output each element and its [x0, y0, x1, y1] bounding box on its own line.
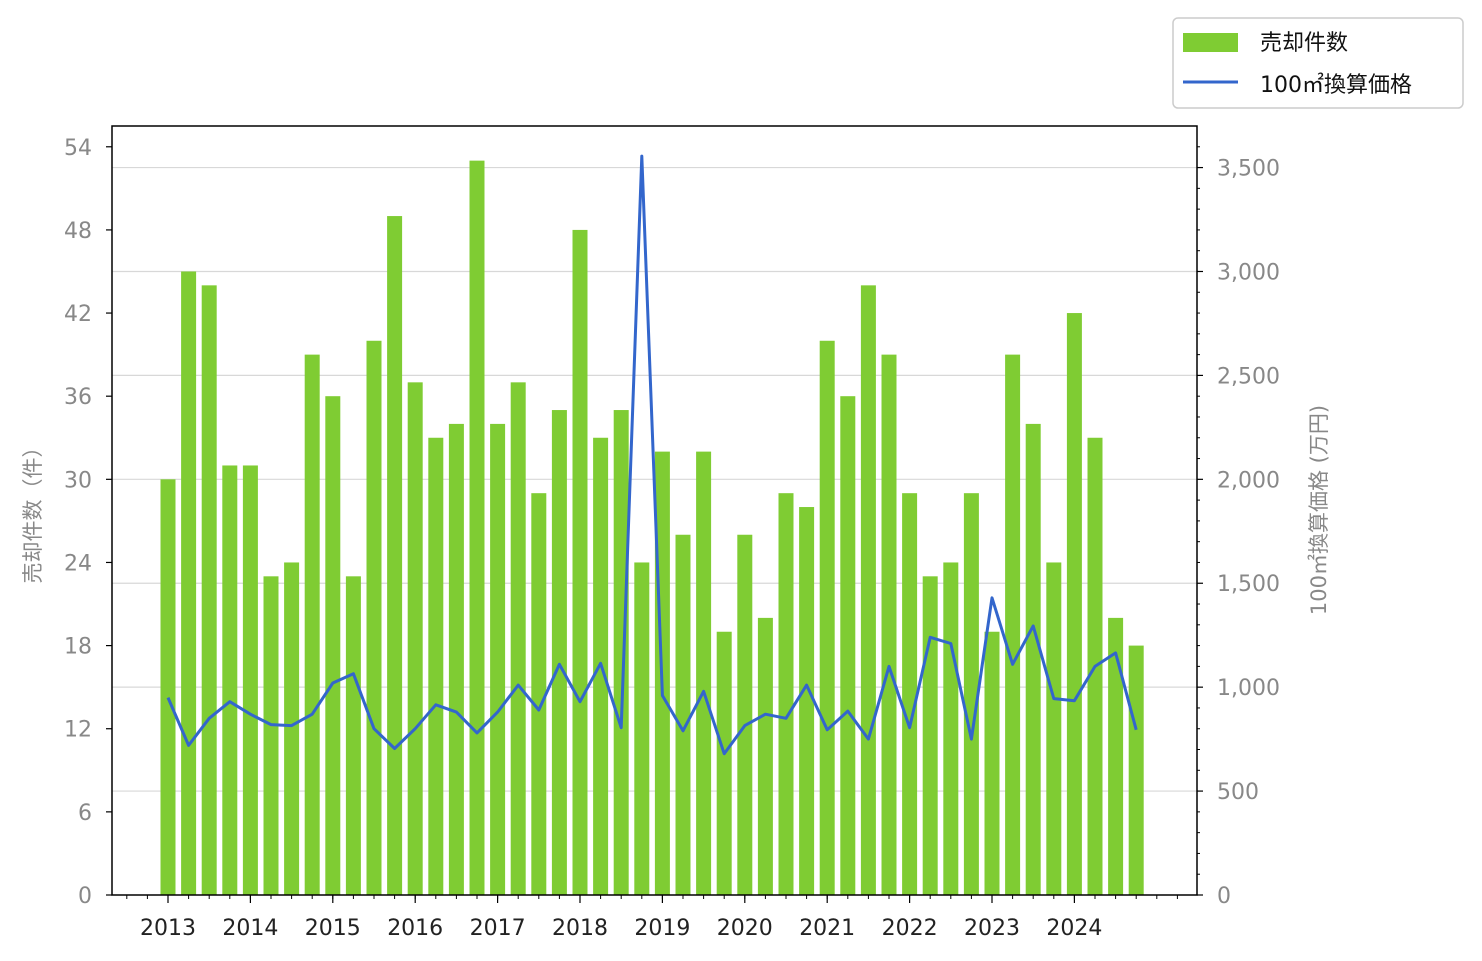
left-tick-label: 6 — [78, 801, 92, 826]
bar — [469, 160, 485, 895]
x-tick-label: 2018 — [552, 916, 608, 941]
bar — [263, 576, 279, 895]
line-series — [166, 154, 1138, 756]
legend-label-price: 100㎡換算価格 — [1260, 72, 1412, 98]
bar — [1025, 423, 1041, 895]
bar — [510, 382, 526, 895]
x-tick-label: 2022 — [882, 916, 938, 941]
right-tick-label: 1,500 — [1217, 572, 1280, 597]
bar — [284, 562, 300, 895]
legend-bar-swatch — [1183, 33, 1238, 52]
bar — [716, 631, 732, 895]
left-tick-label: 24 — [64, 551, 92, 576]
bar — [366, 340, 382, 896]
bar — [984, 631, 1000, 895]
bar — [428, 437, 444, 895]
x-tick-label: 2017 — [470, 916, 526, 941]
bar-series — [160, 160, 1144, 896]
bar — [902, 493, 918, 895]
bar — [1066, 313, 1082, 895]
bar — [737, 534, 753, 895]
bar — [840, 396, 856, 895]
bar — [551, 410, 567, 895]
bar — [531, 493, 547, 895]
right-tick-label: 3,000 — [1217, 260, 1280, 285]
bar — [963, 493, 979, 895]
bar — [345, 576, 361, 895]
bar — [799, 507, 815, 895]
x-tick-label: 2016 — [387, 916, 443, 941]
left-tick-label: 54 — [64, 136, 92, 161]
bar — [613, 410, 629, 895]
bar — [634, 562, 650, 895]
right-tick-label: 1,000 — [1217, 676, 1280, 701]
bar — [407, 382, 423, 895]
right-tick-label: 2,500 — [1217, 364, 1280, 389]
x-tick-label: 2014 — [222, 916, 278, 941]
x-tick-label: 2024 — [1046, 916, 1102, 941]
right-tick-label: 0 — [1217, 884, 1231, 909]
bar — [881, 354, 897, 896]
bar — [490, 423, 506, 895]
legend-label-sales-count: 売却件数 — [1260, 31, 1348, 56]
x-tick-label: 2019 — [634, 916, 690, 941]
bar — [387, 216, 403, 896]
right-tick-label: 3,500 — [1217, 157, 1280, 182]
bar — [160, 479, 176, 895]
right-tick-label: 500 — [1217, 780, 1259, 805]
left-tick-label: 30 — [64, 468, 92, 493]
bar — [778, 493, 794, 895]
bar — [572, 229, 588, 895]
bar — [304, 354, 320, 896]
bar — [922, 576, 938, 895]
bar — [1108, 617, 1124, 895]
bar — [242, 465, 258, 895]
bar — [181, 271, 197, 896]
right-axis-title: 100㎡換算価格 (万円) — [1307, 405, 1331, 615]
bar — [448, 423, 464, 895]
bar — [201, 285, 217, 895]
bar — [325, 396, 341, 895]
x-tick-label: 2013 — [140, 916, 196, 941]
bar — [1005, 354, 1021, 896]
bar — [819, 340, 835, 896]
left-tick-label: 18 — [64, 635, 92, 660]
bar — [757, 617, 773, 895]
bar — [860, 285, 876, 895]
legend: 売却件数 100㎡換算価格 — [1172, 17, 1464, 109]
bar — [675, 534, 691, 895]
x-tick-label: 2021 — [799, 916, 855, 941]
left-tick-label: 36 — [64, 385, 92, 410]
plot-frame — [111, 125, 1198, 896]
legend-box — [1172, 17, 1464, 109]
axes: 0 6 12 18 24 30 36 42 48 54 0 500 1,000 1,500 2,000 2,5… — [64, 136, 1280, 941]
left-axis-title: 売却件数（件） — [21, 437, 45, 584]
right-tick-label: 2,000 — [1217, 468, 1280, 493]
x-tick-label: 2023 — [964, 916, 1020, 941]
bar — [943, 562, 959, 895]
price-line — [166, 154, 1138, 756]
x-tick-label: 2015 — [305, 916, 361, 941]
left-tick-label: 48 — [64, 219, 92, 244]
left-tick-label: 0 — [78, 884, 92, 909]
left-tick-label: 42 — [64, 302, 92, 327]
x-tick-label: 2020 — [717, 916, 773, 941]
bar — [1046, 562, 1062, 895]
bar — [696, 451, 712, 895]
bar — [222, 465, 238, 895]
bar — [1128, 645, 1144, 895]
left-tick-label: 12 — [64, 718, 92, 743]
